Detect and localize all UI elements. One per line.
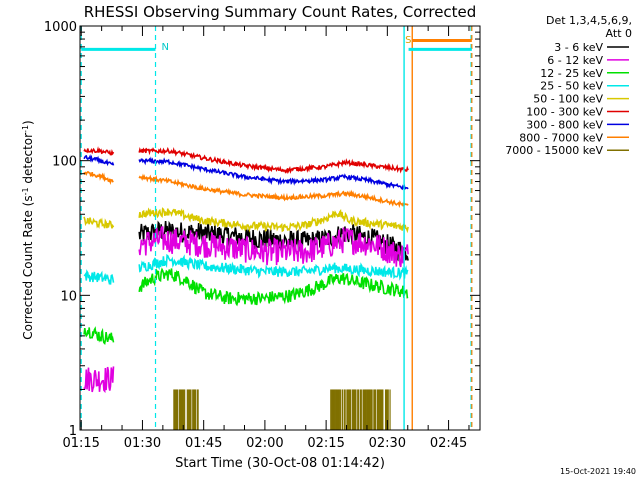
x-tick-label: 02:45: [430, 436, 467, 451]
series-line-25-50-kev-segment-1: [138, 253, 409, 281]
y-label-sup1: -1: [21, 187, 30, 195]
legend-entry-label: 12 - 25 keV: [540, 67, 603, 80]
burst-7000-15000-kev-range-1: [330, 389, 391, 430]
series-line-6-12-kev-segment-1: [138, 226, 409, 268]
legend-entry-label: 50 - 100 keV: [533, 93, 603, 106]
series-line-50-100-kev-segment-0: [83, 216, 115, 229]
series-line-300-800-kev-segment-0: [83, 154, 115, 167]
legend-entry-label: 3 - 6 keV: [554, 41, 603, 54]
series-line-25-50-kev-segment-0: [83, 269, 115, 286]
series-line-800-7000-kev-segment-1: [138, 173, 409, 209]
axes-layer: 1 10 100 1000 01:15 01:30 01:45 02:00 02:15 02:30…: [44, 20, 481, 451]
x-tick-label: 01:45: [185, 436, 222, 451]
y-tick-label: 1: [69, 424, 77, 439]
x-tick-label: 02:00: [246, 436, 283, 451]
series-layer: [83, 146, 409, 430]
footer-timestamp: 15-Oct-2021 19:40: [560, 467, 636, 476]
x-tick-label: 02:15: [307, 436, 344, 451]
y-tick-label: 100: [52, 155, 77, 170]
y-label-part1: Corrected Count Rate (s: [21, 195, 35, 339]
x-tick-label: 01:30: [124, 436, 161, 451]
y-label-sup2: -1: [21, 125, 30, 133]
chart-title: RHESSI Observing Summary Count Rates, Co…: [84, 3, 477, 21]
y-label-part3: ): [21, 120, 35, 125]
legend-entry-label: 800 - 7000 keV: [519, 131, 603, 144]
legend-header-attenuator: Att 0: [606, 27, 632, 40]
series-line-6-12-kev-segment-0: [83, 366, 115, 394]
legend-entry-label: 300 - 800 keV: [526, 118, 603, 131]
legend-entry-label: 7000 - 15000 keV: [505, 144, 603, 157]
series-line-100-300-kev-segment-0: [83, 146, 115, 156]
series-line-800-7000-kev-segment-0: [83, 171, 114, 185]
plot-frame: [79, 25, 481, 431]
series-line-100-300-kev-segment-1: [138, 146, 409, 174]
y-tick-label: 1000: [44, 20, 77, 35]
y-axis-label: Corrected Count Rate (s-1 detector-1): [21, 120, 35, 339]
x-tick-label: 02:30: [369, 436, 406, 451]
series-line-50-100-kev-segment-1: [138, 207, 409, 234]
s-label: S: [405, 35, 411, 46]
y-label-part2: detector: [21, 133, 35, 188]
legend-header-detectors: Det 1,3,4,5,6,9,: [546, 14, 632, 27]
series-line-3-6-kev-segment-0: [138, 220, 409, 262]
x-tick-label: 01:15: [62, 436, 99, 451]
legend-entry-label: 25 - 50 keV: [540, 80, 603, 93]
x-axis-label: Start Time (30-Oct-08 01:14:42): [175, 456, 385, 471]
legend-entry-label: 100 - 300 keV: [526, 106, 603, 119]
series-line-12-25-kev-segment-0: [83, 326, 115, 346]
annotation-layer: NS: [80, 26, 473, 430]
burst-7000-15000-kev-range-0: [173, 389, 199, 430]
series-line-12-25-kev-segment-1: [138, 267, 409, 307]
series-line-300-800-kev-segment-1: [138, 156, 409, 191]
n-label: N: [162, 42, 169, 53]
y-tick-label: 10: [60, 289, 77, 304]
legend-entry-label: 6 - 12 keV: [547, 54, 603, 67]
